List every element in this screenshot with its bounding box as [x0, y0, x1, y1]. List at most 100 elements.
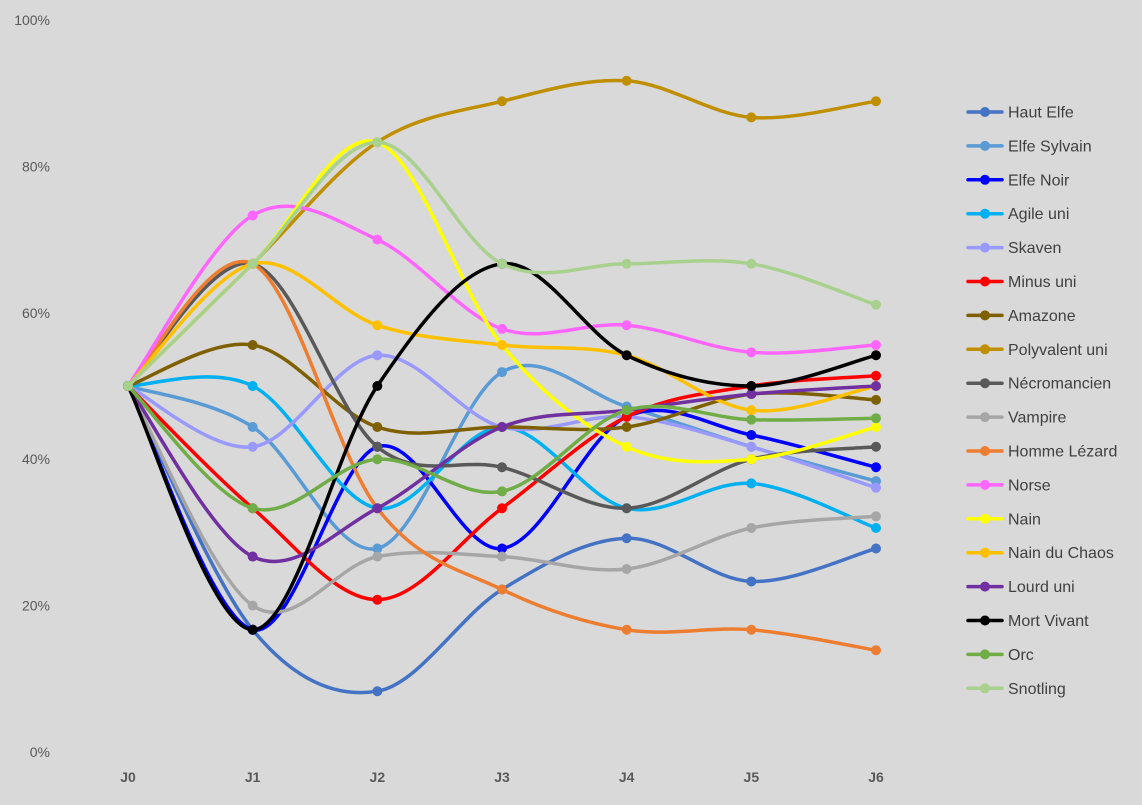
data-point: [497, 323, 507, 334]
data-point: [746, 454, 757, 465]
data-point: [871, 299, 881, 310]
data-point: [372, 543, 383, 554]
data-point: [247, 600, 258, 611]
legend-marker: [980, 276, 990, 287]
legend-marker: [980, 378, 990, 389]
legend-marker: [980, 479, 990, 490]
data-point: [621, 421, 632, 432]
data-point: [497, 462, 507, 473]
legend-label: Polyvalent uni: [1008, 342, 1108, 359]
data-point: [871, 421, 881, 432]
legend-label: Mort Vivant: [1008, 613, 1089, 630]
data-point: [746, 389, 757, 400]
y-tick-label: 60%: [22, 305, 50, 321]
data-point: [871, 645, 881, 656]
data-point: [497, 258, 507, 269]
data-point: [372, 594, 383, 605]
x-tick-label: J1: [245, 769, 261, 785]
data-point: [621, 564, 632, 574]
data-point: [497, 551, 507, 562]
data-point: [871, 381, 881, 391]
series-line: [126, 204, 878, 388]
data-point: [746, 441, 757, 452]
data-point: [621, 441, 632, 452]
data-point: [123, 381, 133, 391]
x-tick-label: J4: [619, 769, 635, 785]
x-tick-label: J6: [868, 769, 884, 785]
data-point: [871, 96, 881, 107]
y-tick-label: 100%: [14, 12, 50, 28]
data-point: [871, 350, 881, 361]
legend: Haut Elfe Elfe Sylvain Elfe Noir Agile uni S…: [966, 105, 1117, 698]
data-point: [746, 430, 757, 441]
data-point: [746, 478, 757, 489]
series-17: [123, 137, 881, 391]
x-tick-label: J5: [744, 769, 760, 785]
data-point: [372, 234, 383, 245]
data-point: [621, 624, 632, 635]
legend-item: Orc: [966, 647, 1034, 664]
series-layer: [123, 75, 881, 697]
legend-item: Vampire: [966, 410, 1066, 427]
data-point: [621, 320, 632, 331]
data-point: [247, 624, 258, 635]
legend-label: Amazone: [1008, 308, 1076, 325]
legend-label: Haut Elfe: [1008, 105, 1074, 122]
legend-label: Nain du Chaos: [1008, 545, 1114, 562]
data-point: [746, 258, 757, 269]
x-tick-label: J3: [494, 769, 510, 785]
y-axis: 0% 20% 40% 60% 80% 100%: [14, 12, 50, 760]
data-point: [746, 405, 757, 416]
legend-item: Nain: [966, 511, 1041, 528]
x-tick-label: J2: [370, 769, 386, 785]
data-point: [621, 533, 632, 544]
data-point: [372, 421, 383, 432]
legend-label: Orc: [1008, 647, 1034, 664]
data-point: [746, 414, 757, 425]
legend-item: Amazone: [966, 308, 1076, 325]
data-point: [247, 421, 258, 432]
data-point: [372, 381, 383, 391]
data-point: [247, 340, 258, 351]
data-point: [871, 394, 881, 405]
legend-item: Norse: [966, 477, 1051, 494]
y-tick-label: 80%: [22, 158, 50, 174]
data-point: [871, 370, 881, 381]
data-point: [746, 112, 757, 123]
legend-label: Lourd uni: [1008, 579, 1075, 596]
data-point: [247, 551, 258, 562]
y-tick-label: 40%: [22, 451, 50, 467]
legend-item: Minus uni: [966, 274, 1076, 291]
legend-label: Nain: [1008, 511, 1041, 528]
data-point: [621, 350, 632, 361]
data-point: [871, 340, 881, 351]
data-point: [871, 413, 881, 424]
y-tick-label: 20%: [22, 598, 50, 614]
legend-item: Elfe Sylvain: [966, 138, 1092, 155]
data-point: [497, 421, 507, 432]
legend-item: Elfe Noir: [966, 172, 1070, 189]
legend-label: Elfe Noir: [1008, 172, 1070, 189]
data-point: [247, 210, 258, 221]
legend-marker: [980, 412, 990, 423]
data-point: [372, 320, 383, 331]
data-point: [871, 523, 881, 534]
legend-marker: [980, 615, 990, 626]
data-point: [621, 258, 632, 269]
legend-marker: [980, 649, 990, 660]
legend-label: Elfe Sylvain: [1008, 138, 1092, 155]
data-point: [247, 258, 258, 269]
data-point: [497, 543, 507, 554]
series-12: [123, 137, 881, 465]
series-line: [126, 139, 878, 464]
legend-label: Snotling: [1008, 681, 1066, 698]
legend-label: Agile uni: [1008, 206, 1069, 223]
data-point: [372, 686, 383, 697]
legend-item: Snotling: [966, 681, 1066, 698]
data-point: [247, 503, 258, 514]
legend-item: Nécromancien: [966, 376, 1111, 393]
data-point: [372, 441, 383, 452]
data-point: [497, 96, 507, 107]
legend-item: Mort Vivant: [966, 613, 1089, 630]
